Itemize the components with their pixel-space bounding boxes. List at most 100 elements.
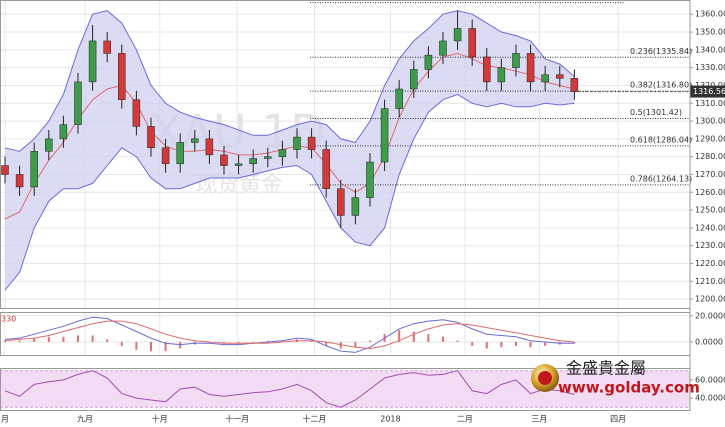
band-fill	[4, 10, 575, 291]
candle-body	[191, 138, 199, 143]
macd-histogram	[120, 341, 123, 346]
x-tick-label: 二月	[457, 415, 473, 424]
x-tick-label: 2018	[380, 415, 400, 424]
macd-histogram	[18, 340, 21, 342]
candle-body	[497, 67, 506, 83]
candle-body	[249, 158, 257, 165]
macd-histogram	[33, 338, 36, 342]
y-tick-label: 1230.00	[695, 241, 725, 250]
candle-body	[118, 53, 126, 100]
y-tick-label: 20.0000	[695, 311, 725, 320]
candle-body	[132, 99, 141, 127]
y-tick-label: 1240.00	[695, 223, 725, 232]
macd-histogram	[325, 341, 328, 346]
macd-histogram	[179, 341, 182, 349]
macd-histogram	[266, 340, 269, 342]
macd-line	[4, 316, 575, 353]
macd-histogram	[208, 341, 211, 344]
candle-body	[88, 40, 97, 83]
candle-body	[307, 136, 316, 150]
y-tick-label: 1280.00	[695, 152, 725, 161]
macd-histogram	[500, 341, 503, 348]
y-tick-label: 1210.00	[695, 277, 725, 286]
macd-histogram	[427, 334, 430, 342]
x-tick-label: 三月	[531, 415, 547, 424]
candle-body	[161, 147, 170, 165]
rsi-band-fill	[0, 370, 690, 408]
macd-histogram	[485, 341, 488, 349]
fib-label: 0.236(1335.84)	[630, 47, 692, 56]
y-tick-label: 1270.00	[695, 170, 725, 179]
candle-body	[453, 28, 462, 42]
band-lower	[4, 93, 575, 291]
candle-body	[74, 81, 82, 125]
macd-histogram	[281, 340, 284, 342]
candle-body	[512, 53, 520, 68]
macd-histogram	[514, 341, 517, 346]
candle-body	[366, 161, 374, 198]
logo: 金盛貴金屬 www.golday.com	[531, 359, 700, 397]
macd-histogram	[412, 331, 415, 342]
y-tick-label: 1290.00	[695, 134, 725, 143]
candle-body	[337, 188, 345, 216]
band-middle	[4, 52, 575, 220]
candle-body	[30, 151, 38, 188]
x-tick-label: 十月	[152, 414, 168, 424]
y-tick-label: 40.0000	[695, 394, 725, 403]
macd-histogram	[544, 341, 547, 346]
macd-histogram	[164, 341, 167, 352]
macd-histogram	[368, 340, 371, 342]
macd-histogram	[339, 341, 342, 349]
candle-body	[395, 88, 403, 109]
macd-histogram	[149, 341, 152, 352]
macd-histogram	[76, 335, 79, 342]
y-tick-label: 1320.00	[695, 81, 725, 90]
signal-line	[4, 320, 575, 350]
macd-histogram	[456, 340, 459, 342]
macd-histogram	[62, 336, 65, 342]
y-tick-label: 1350.00	[695, 28, 725, 37]
candle-body	[526, 53, 535, 83]
candle-body	[556, 74, 564, 79]
y-tick-label: 1260.00	[695, 188, 725, 197]
y-tick-label: 1220.00	[695, 259, 725, 268]
candle-body	[205, 138, 214, 156]
candle-body	[15, 174, 24, 188]
macd-histogram	[252, 341, 255, 343]
candle-body	[468, 28, 476, 58]
band-upper	[4, 10, 575, 152]
macd-histogram	[91, 335, 94, 342]
y-tick-label: 1360.00	[695, 10, 725, 19]
x-tick-label: 十二月	[303, 414, 327, 424]
candle-body	[293, 136, 301, 150]
candle-body	[1, 165, 9, 175]
y-tick-label: 1340.00	[695, 45, 725, 54]
candle-body	[45, 138, 53, 152]
y-tick-label: 1310.00	[695, 99, 725, 108]
y-tick-label: 1200.00	[695, 295, 725, 304]
candle-body	[220, 154, 228, 166]
candle-body	[570, 78, 579, 92]
y-tick-label: 1330.00	[695, 63, 725, 72]
y-tick-label: 60.0000	[695, 375, 725, 384]
candle-body	[424, 54, 433, 70]
candle-body	[483, 56, 491, 83]
last-price-box	[690, 85, 725, 98]
fib-label: 0.5(1301.42)	[630, 108, 682, 117]
fib-label: 0.618(1286.04)	[630, 135, 692, 144]
macd-histogram	[354, 341, 357, 348]
candle-body	[380, 108, 389, 163]
macd-histogram	[310, 340, 313, 342]
y-tick-label: 1300.00	[695, 117, 725, 126]
candle-body	[439, 40, 447, 56]
fib-label: 0.786(1264.13)	[630, 174, 692, 183]
macd-histogram	[106, 339, 109, 342]
x-tick-label: 十一月	[225, 414, 249, 424]
x-tick-label: 四月	[610, 415, 626, 424]
macd-histogram	[441, 336, 444, 342]
macd-histogram	[3, 340, 6, 342]
candle-body	[351, 197, 360, 216]
candle-body	[410, 69, 418, 90]
rsi-line	[4, 370, 575, 408]
